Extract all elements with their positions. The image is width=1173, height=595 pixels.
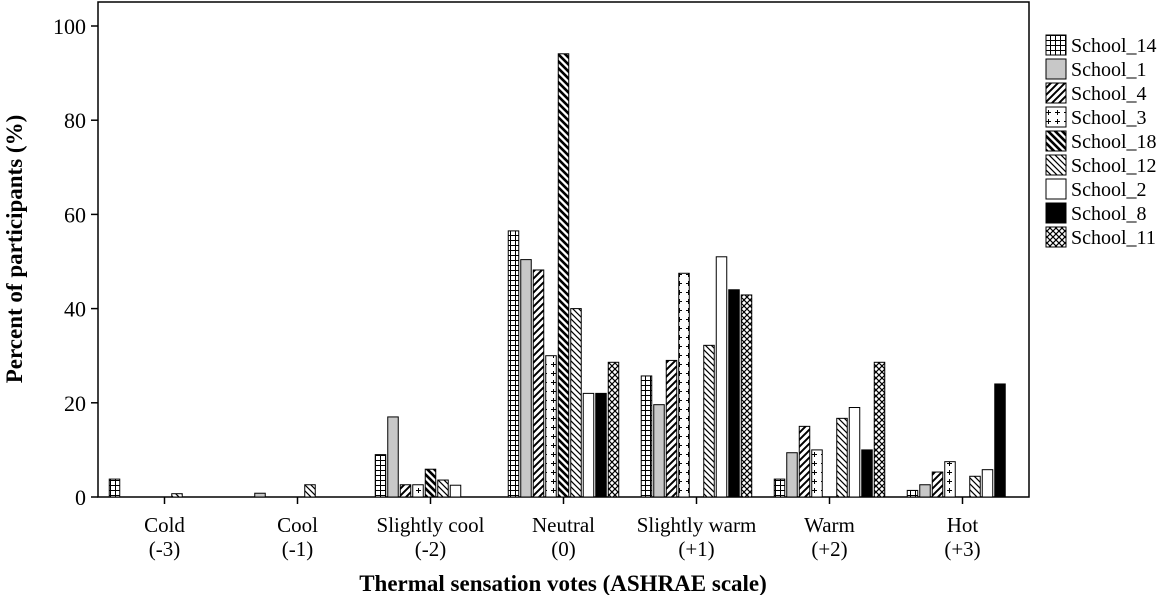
- bar-school-14: [773, 478, 786, 498]
- bar-school-3: [678, 272, 690, 498]
- bar-school-2: [848, 407, 861, 498]
- bar-school-4: [399, 484, 412, 498]
- bar-school-3: [944, 461, 956, 498]
- x-category-code: (-2): [415, 537, 446, 561]
- bar-school-4: [665, 359, 678, 498]
- bar-school-1: [919, 484, 931, 498]
- bar-school-1: [387, 416, 399, 498]
- y-tick-label: 40: [64, 297, 86, 322]
- legend-swatch-school-2: [1045, 178, 1067, 200]
- bar-school-4: [798, 425, 811, 498]
- x-category-label: Cold: [144, 513, 185, 537]
- bar-school-3: [545, 355, 557, 498]
- x-category-code: (0): [551, 537, 576, 561]
- legend-label: School_12: [1071, 155, 1157, 177]
- x-category-label: Slightly warm: [637, 513, 757, 537]
- bar-school-12: [836, 417, 848, 498]
- bar-school-8: [861, 449, 873, 498]
- bar-school-1: [520, 259, 532, 498]
- legend-label: School_18: [1071, 131, 1157, 153]
- bar-school-11: [873, 361, 886, 498]
- bar-school-11: [607, 361, 620, 498]
- legend-label: School_11: [1071, 227, 1156, 249]
- y-tick-label: 20: [64, 391, 86, 416]
- y-tick-label: 0: [75, 485, 86, 510]
- x-category-label: Slightly cool: [377, 513, 485, 537]
- bar-school-14: [374, 454, 387, 498]
- legend-label: School_1: [1071, 59, 1147, 81]
- bar-school-14: [906, 489, 919, 498]
- bar-school-1: [254, 492, 266, 498]
- legend-label: School_14: [1071, 35, 1157, 57]
- legend-swatch-school-14: [1045, 34, 1067, 56]
- legend-label: School_3: [1071, 107, 1147, 129]
- bar-school-12: [570, 308, 582, 498]
- x-category-label: Cool: [277, 513, 318, 537]
- x-category-label: Warm: [804, 513, 855, 537]
- bar-school-12: [171, 493, 183, 498]
- x-category-code: (+3): [944, 537, 980, 561]
- bar-school-14: [507, 230, 520, 498]
- legend-label: School_8: [1071, 203, 1147, 225]
- bar-school-14: [640, 375, 653, 498]
- legend-swatch-school-8: [1045, 202, 1067, 224]
- bar-school-2: [981, 469, 994, 498]
- bar-school-12: [304, 484, 316, 498]
- legend-swatch-school-11: [1045, 226, 1067, 248]
- legend-swatch-school-18: [1045, 130, 1067, 152]
- bar-school-18: [424, 468, 437, 498]
- bar-school-2: [582, 392, 595, 498]
- x-category-code: (-3): [149, 537, 180, 561]
- x-category-code: (+1): [678, 537, 714, 561]
- bar-school-12: [969, 475, 981, 498]
- bar-school-12: [703, 344, 715, 498]
- bar-school-1: [786, 452, 798, 498]
- bar-school-1: [653, 404, 665, 498]
- legend-swatch-school-12: [1045, 154, 1067, 176]
- bar-school-3: [412, 484, 424, 498]
- legend-label: School_2: [1071, 179, 1147, 201]
- legend-swatch-school-1: [1045, 58, 1067, 80]
- bar-school-8: [728, 289, 740, 498]
- bar-school-4: [931, 471, 944, 498]
- bar-school-8: [994, 383, 1006, 498]
- x-category-label: Hot: [947, 513, 979, 537]
- bar-school-2: [715, 256, 728, 498]
- bar-school-8: [595, 392, 607, 498]
- x-category-code: (-1): [282, 537, 313, 561]
- y-tick-label: 80: [64, 108, 86, 133]
- legend-swatch-school-4: [1045, 82, 1067, 104]
- x-category-label: Neutral: [532, 513, 595, 537]
- legend-swatch-school-3: [1045, 106, 1067, 128]
- legend-label: School_4: [1071, 83, 1147, 105]
- bar-school-3: [811, 449, 823, 498]
- bar-school-18: [557, 53, 570, 498]
- x-axis-title: Thermal sensation votes (ASHRAE scale): [359, 571, 767, 595]
- bar-school-4: [532, 269, 545, 498]
- y-tick-label: 60: [64, 202, 86, 227]
- y-tick-label: 100: [53, 14, 86, 39]
- bar-school-14: [108, 478, 121, 498]
- y-axis-title: Percent of participants (%): [2, 115, 27, 384]
- x-category-code: (+2): [811, 537, 847, 561]
- bar-school-12: [437, 479, 449, 498]
- bar-school-11: [740, 294, 753, 498]
- bar-school-2: [449, 484, 462, 498]
